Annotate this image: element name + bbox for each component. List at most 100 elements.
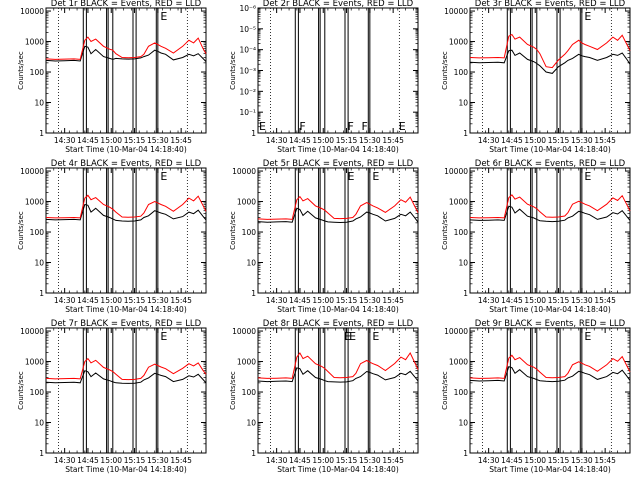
flag-label: E <box>160 10 167 23</box>
x-tick-label: 15:30 <box>571 296 593 305</box>
x-tick-label: 14:45 <box>289 456 311 465</box>
flag-label: E <box>399 120 406 133</box>
lld-series-line <box>469 194 631 219</box>
x-axis-title: Start Time (10-Mar-04 14:18:40) <box>489 465 611 474</box>
y-tick-label: 100 <box>454 388 469 397</box>
x-axis-title: Start Time (10-Mar-04 14:18:40) <box>277 145 399 154</box>
y-tick-label: 1 <box>251 449 256 458</box>
x-axis-title: Start Time (10-Mar-04 14:18:40) <box>65 145 187 154</box>
panel-det-3: Det 3r BLACK = Events, RED = LLD 1 10 100 10… <box>441 0 631 154</box>
x-tick-label: 15:15 <box>336 456 358 465</box>
lld-series-line <box>469 33 631 69</box>
plot-frame <box>469 327 631 454</box>
y-tick-label: 10⁻⁶ <box>239 4 256 13</box>
x-axis-title: Start Time (10-Mar-04 14:18:40) <box>65 305 187 314</box>
x-tick-label: 15:15 <box>336 136 358 145</box>
x-tick-label: 15:00 <box>100 456 122 465</box>
y-tick-label: 10 <box>246 259 256 268</box>
x-tick-label: 15:45 <box>594 296 616 305</box>
panel-title: Det 6r BLACK = Events, RED = LLD <box>475 159 626 169</box>
panel-det-2: Det 2r BLACK = Events, RED = LLD 1 10⁻¹ 10⁻… <box>229 0 419 154</box>
x-tick-label: 15:15 <box>548 136 570 145</box>
x-tick-label: 15:45 <box>594 136 616 145</box>
x-tick-label: 15:45 <box>594 456 616 465</box>
x-tick-label: 14:30 <box>478 136 500 145</box>
y-tick-label: 1 <box>39 289 44 298</box>
x-tick-label: 15:00 <box>524 456 546 465</box>
panel-title: Det 5r BLACK = Events, RED = LLD <box>263 159 414 169</box>
lld-series-line <box>469 354 631 379</box>
panel-det-1: Det 1r BLACK = Events, RED = LLD 1 10 100 10… <box>17 0 207 154</box>
plot-frame <box>45 167 207 294</box>
x-tick-label: 15:45 <box>382 456 404 465</box>
y-axis-title: Counts/sec <box>229 51 237 90</box>
y-tick-label: 1000 <box>449 358 468 367</box>
plot-frame <box>469 7 631 134</box>
y-tick-label: 10⁻⁵ <box>239 25 256 34</box>
y-tick-label: 1000 <box>449 38 468 47</box>
panel-title: Det 1r BLACK = Events, RED = LLD <box>51 0 202 9</box>
flag-label: E <box>160 330 167 343</box>
plot-frame <box>257 327 419 454</box>
x-tick-label: 15:00 <box>312 456 334 465</box>
x-tick-label: 15:15 <box>124 296 146 305</box>
y-tick-label: 1 <box>463 289 468 298</box>
x-axis-title: Start Time (10-Mar-04 14:18:40) <box>65 465 187 474</box>
x-tick-label: 15:30 <box>571 456 593 465</box>
x-tick-label: 15:00 <box>312 296 334 305</box>
y-tick-label: 10 <box>34 419 44 428</box>
y-tick-label: 1 <box>251 129 256 138</box>
flag-label: F <box>299 120 305 133</box>
panel-title: Det 7r BLACK = Events, RED = LLD <box>51 319 202 329</box>
flag-label: E <box>372 330 379 343</box>
x-tick-label: 15:30 <box>147 456 169 465</box>
panel-det-4: Det 4r BLACK = Events, RED = LLD 1 10 100 10… <box>17 159 207 314</box>
y-tick-label: 10000 <box>232 167 256 176</box>
x-tick-label: 14:45 <box>289 296 311 305</box>
x-axis-title: Start Time (10-Mar-04 14:18:40) <box>277 465 399 474</box>
x-tick-label: 14:30 <box>54 136 76 145</box>
x-tick-label: 15:00 <box>524 136 546 145</box>
y-tick-label: 1000 <box>449 198 468 207</box>
y-axis-title: Counts/sec <box>441 371 449 410</box>
panel-title: Det 9r BLACK = Events, RED = LLD <box>475 319 626 329</box>
x-tick-label: 14:30 <box>266 296 288 305</box>
y-tick-label: 1 <box>39 449 44 458</box>
plot-frame <box>45 7 207 134</box>
y-tick-label: 10000 <box>20 327 44 336</box>
y-tick-label: 10⁻³ <box>239 67 256 76</box>
flag-label: F <box>362 120 368 133</box>
x-tick-label: 15:15 <box>124 136 146 145</box>
y-tick-label: 10000 <box>20 7 44 16</box>
y-axis-title: Counts/sec <box>17 211 25 250</box>
y-tick-label: 1000 <box>237 358 256 367</box>
x-tick-label: 15:30 <box>571 136 593 145</box>
y-axis-title: Counts/sec <box>17 371 25 410</box>
flag-label: E <box>348 170 355 183</box>
flag-label: F <box>348 120 354 133</box>
x-tick-label: 15:45 <box>382 296 404 305</box>
x-tick-label: 14:30 <box>478 456 500 465</box>
flag-label: E <box>584 170 591 183</box>
x-tick-label: 15:00 <box>100 296 122 305</box>
y-tick-label: 10000 <box>444 327 468 336</box>
y-tick-label: 1 <box>251 289 256 298</box>
x-tick-label: 14:45 <box>77 296 99 305</box>
x-tick-label: 14:30 <box>54 456 76 465</box>
y-tick-label: 100 <box>30 68 45 77</box>
y-tick-label: 10⁻¹ <box>239 108 256 117</box>
x-tick-label: 15:45 <box>170 296 192 305</box>
flag-label: E <box>584 330 591 343</box>
y-tick-label: 10 <box>458 419 468 428</box>
y-axis-title: Counts/sec <box>17 51 25 90</box>
panel-title: Det 8r BLACK = Events, RED = LLD <box>263 319 414 329</box>
x-tick-label: 14:45 <box>77 456 99 465</box>
y-tick-label: 10⁻² <box>239 87 256 96</box>
events-series-line <box>45 370 207 384</box>
x-tick-label: 15:15 <box>548 456 570 465</box>
lld-series-line <box>45 357 207 381</box>
y-tick-label: 1 <box>39 129 44 138</box>
events-series-line <box>257 207 419 224</box>
flag-label: E <box>584 10 591 23</box>
